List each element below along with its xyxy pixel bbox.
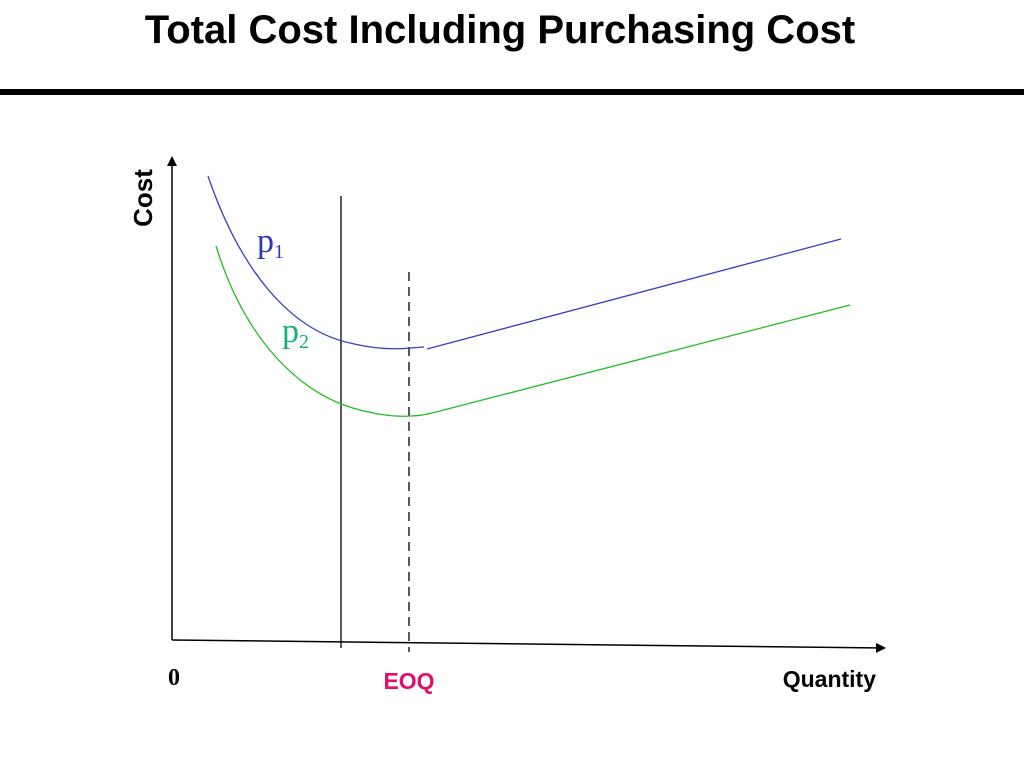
p1-label-subscript: 1 [274, 241, 284, 263]
p1-curve-left [207, 175, 425, 350]
x-axis-label: Quantity [783, 666, 876, 692]
y-axis-label: Cost [128, 169, 158, 227]
p1-label-name: p [257, 223, 274, 260]
x-axis [171, 639, 886, 653]
slide-title: Total Cost Including Purchasing Cost [144, 8, 856, 52]
title-divider [0, 89, 1024, 95]
p2-label-name: p [282, 313, 299, 350]
p1-label: p1 [257, 223, 284, 263]
origin-label: 0 [168, 665, 180, 691]
p1-curve-right [426, 238, 842, 350]
eoq-label: EOQ [383, 668, 434, 694]
p2-label: p2 [282, 313, 309, 353]
p2-label-subscript: 2 [299, 331, 309, 353]
p2-curve [215, 245, 851, 417]
